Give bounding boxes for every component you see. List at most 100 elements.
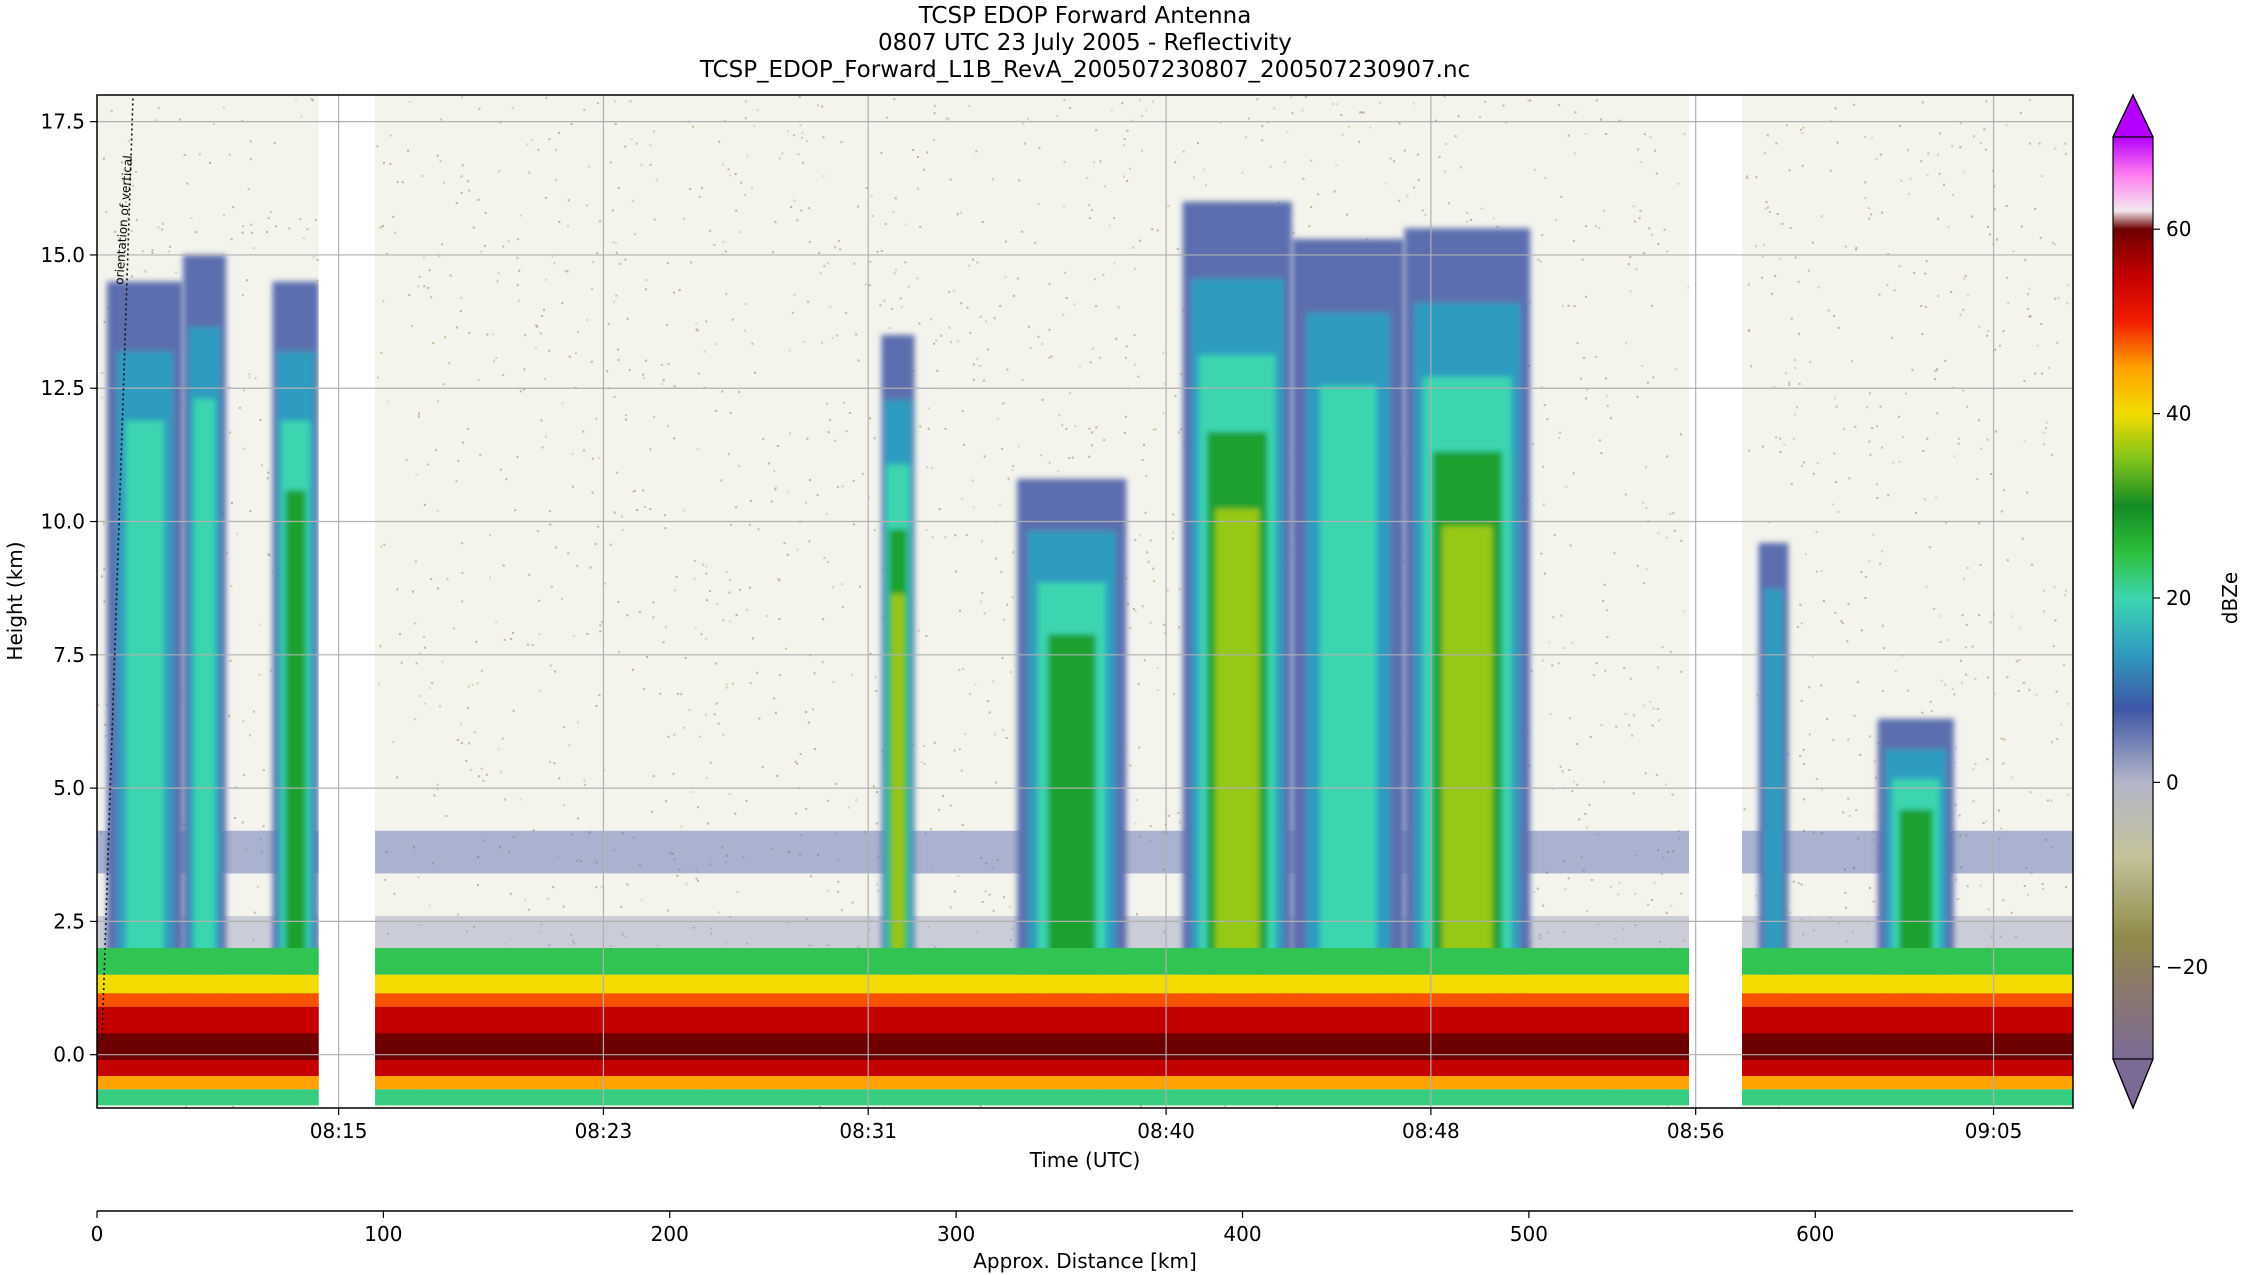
noise-speckle-dot [817,853,820,856]
noise-speckle-dot [696,329,699,332]
noise-speckle-dot [933,741,936,744]
noise-speckle-dot [1633,220,1636,223]
noise-speckle-dot [1639,209,1642,212]
noise-speckle-dot [938,808,940,811]
noise-speckle-dot [1029,347,1032,350]
x-tick-label: 08:40 [1137,1119,1195,1143]
noise-speckle-dot [1197,142,1199,144]
noise-speckle-dot [2066,702,2069,705]
noise-speckle-dot [1957,898,1960,901]
noise-speckle-dot [392,741,395,744]
noise-speckle-dot [1141,459,1144,461]
noise-speckle-dot [807,207,810,210]
noise-speckle-dot [209,161,211,164]
noise-speckle-dot [618,262,621,265]
noise-speckle-dot [633,233,636,236]
x-tick-label: 08:23 [575,1119,633,1143]
noise-speckle-dot [919,425,922,428]
noise-speckle-dot [837,890,840,893]
cell-band [1215,508,1260,1002]
noise-speckle-dot [985,862,988,865]
noise-speckle-dot [1552,616,1555,619]
noise-speckle-dot [539,690,542,692]
noise-speckle-dot [501,737,504,740]
noise-speckle-dot [430,296,433,299]
noise-speckle-dot [1658,940,1661,943]
noise-speckle-dot [538,931,540,934]
noise-speckle-dot [1801,164,1804,167]
noise-speckle-dot [1853,866,1856,869]
noise-speckle-dot [306,228,309,231]
noise-speckle-dot [2003,738,2006,741]
noise-speckle-dot [1944,359,1947,362]
noise-speckle-dot [953,890,956,893]
noise-speckle-dot [617,187,620,190]
noise-speckle-dot [2064,152,2067,155]
noise-speckle-dot [672,772,675,775]
noise-speckle-dot [577,331,579,334]
noise-speckle-dot [1639,161,1642,164]
noise-speckle-dot [1953,693,1956,696]
noise-speckle-dot [1602,209,1605,212]
noise-speckle-dot [1176,248,1179,250]
surface-band [97,974,2073,994]
noise-speckle-dot [2054,619,2057,622]
noise-speckle-dot [585,204,588,207]
noise-speckle-dot [1848,815,1851,817]
noise-speckle-dot [1937,295,1940,297]
noise-speckle-dot [1923,498,1926,501]
noise-speckle-dot [2002,899,2005,902]
noise-speckle-dot [316,279,319,282]
noise-speckle-dot [684,657,687,659]
noise-speckle-dot [1946,638,1949,641]
noise-speckle-dot [595,886,598,889]
noise-speckle-dot [1123,143,1126,146]
noise-speckle-dot [1812,929,1815,932]
y-tick-label: 7.5 [53,643,85,667]
noise-speckle-dot [1149,840,1152,842]
noise-speckle-dot [427,463,430,466]
noise-speckle-dot [423,646,426,649]
noise-speckle-dot [917,187,920,190]
noise-speckle-dot [1657,243,1660,246]
noise-speckle-dot [1622,927,1624,930]
noise-speckle-dot [539,332,542,335]
noise-speckle-dot [456,739,459,741]
noise-speckle-dot [1898,265,1901,268]
noise-speckle-dot [570,833,573,836]
noise-speckle-dot [396,776,399,779]
noise-speckle-dot [2007,301,2010,304]
noise-speckle-dot [1369,126,1372,129]
noise-speckle-dot [1913,272,1916,274]
noise-speckle-dot [980,540,983,543]
noise-speckle-dot [1962,171,1965,174]
noise-speckle-dot [808,240,811,243]
noise-speckle-dot [761,765,764,768]
noise-speckle-dot [1634,854,1637,857]
noise-speckle-dot [226,552,228,555]
noise-speckle-dot [1962,389,1965,392]
noise-speckle-dot [1998,837,2001,840]
noise-speckle-dot [104,723,107,726]
noise-speckle-dot [714,343,717,346]
noise-speckle-dot [1836,141,1839,144]
noise-speckle-dot [528,573,531,576]
noise-speckle-dot [805,918,808,920]
noise-speckle-dot [252,710,255,713]
convective-cell [272,281,319,1002]
noise-speckle-dot [1585,397,1588,400]
noise-speckle-dot [260,838,262,841]
noise-speckle-dot [1308,225,1311,228]
noise-speckle-dot [1068,456,1071,459]
noise-speckle-dot [270,211,272,213]
noise-speckle-dot [477,856,480,858]
noise-speckle-dot [999,503,1002,506]
noise-speckle-dot [786,553,789,556]
noise-speckle-dot [1126,129,1129,132]
noise-speckle-dot [1173,693,1176,696]
noise-speckle-dot [238,406,241,409]
noise-speckle-dot [1987,908,1990,911]
noise-speckle-dot [722,619,725,622]
noise-speckle-dot [1091,444,1094,447]
surface-core [97,1033,2073,1061]
